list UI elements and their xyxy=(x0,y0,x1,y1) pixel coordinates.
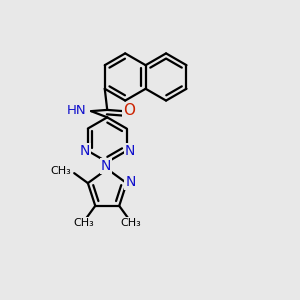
Text: N: N xyxy=(125,175,136,189)
Text: O: O xyxy=(123,103,135,118)
Text: N: N xyxy=(80,144,90,158)
Text: CH₃: CH₃ xyxy=(74,218,94,228)
Text: CH₃: CH₃ xyxy=(50,166,71,176)
Text: N: N xyxy=(124,144,135,158)
Text: HN: HN xyxy=(67,104,87,117)
Text: CH₃: CH₃ xyxy=(120,218,141,228)
Text: N: N xyxy=(101,159,111,173)
